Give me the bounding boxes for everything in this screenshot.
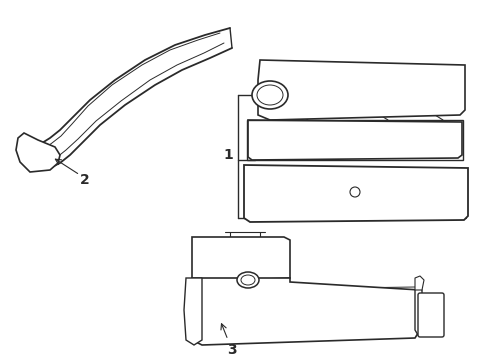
Polygon shape [248, 120, 462, 160]
Bar [247, 120, 463, 160]
Ellipse shape [257, 85, 283, 105]
Polygon shape [415, 276, 424, 290]
Polygon shape [184, 278, 202, 345]
FancyBboxPatch shape [418, 293, 444, 337]
Polygon shape [244, 165, 468, 222]
Polygon shape [192, 278, 420, 345]
Ellipse shape [252, 81, 288, 109]
Polygon shape [16, 133, 60, 172]
Text: 3: 3 [227, 343, 237, 357]
Ellipse shape [241, 275, 255, 285]
Polygon shape [415, 287, 422, 335]
Circle shape [350, 187, 360, 197]
Text: 1: 1 [223, 148, 233, 162]
Ellipse shape [237, 272, 259, 288]
Polygon shape [258, 60, 465, 120]
Polygon shape [192, 237, 290, 282]
Text: 2: 2 [80, 173, 90, 187]
